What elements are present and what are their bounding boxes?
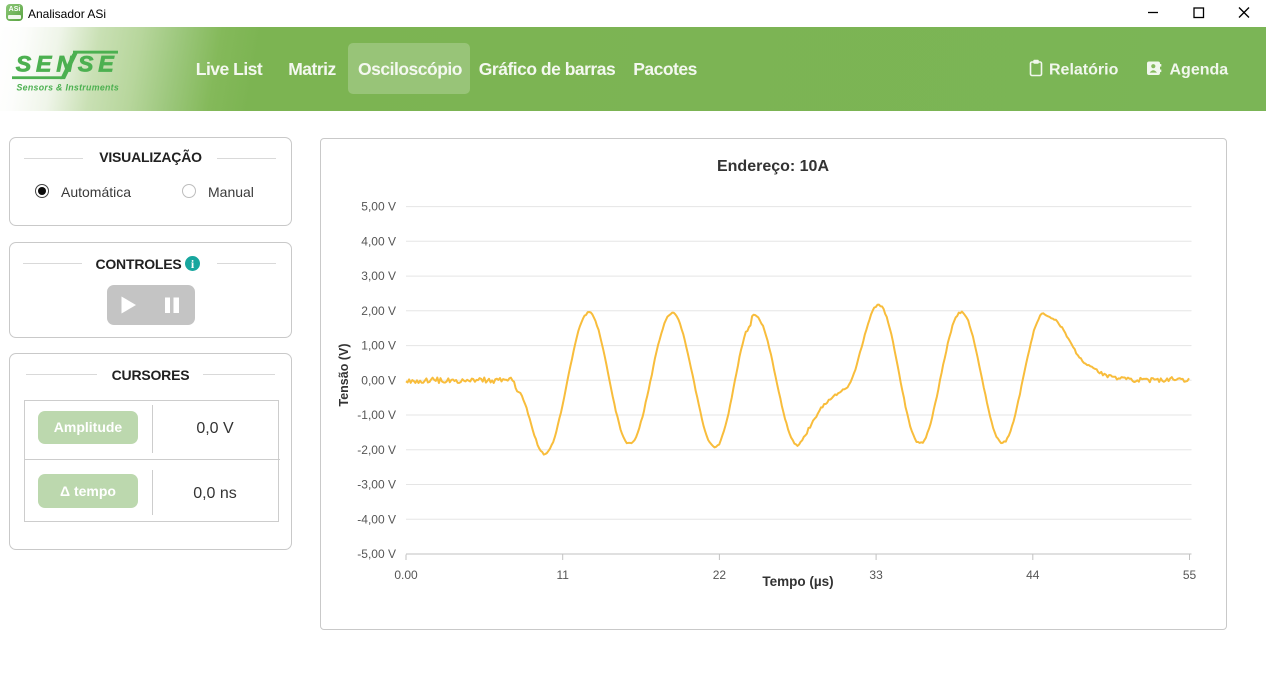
svg-text:3,00 V: 3,00 V — [361, 269, 396, 283]
svg-text:-2,00 V: -2,00 V — [357, 443, 396, 457]
svg-text:1,00 V: 1,00 V — [361, 339, 396, 353]
svg-text:Tensão (V): Tensão (V) — [337, 344, 351, 407]
svg-text:33: 33 — [869, 568, 883, 582]
svg-text:Relatório: Relatório — [1049, 62, 1119, 79]
svg-text:11: 11 — [556, 568, 569, 582]
svg-text:Agenda: Agenda — [1170, 62, 1229, 79]
svg-text:55: 55 — [1183, 568, 1197, 582]
svg-text:Tempo (µs): Tempo (µs) — [762, 574, 833, 589]
svg-text:5,00 V: 5,00 V — [361, 200, 396, 214]
svg-text:-4,00 V: -4,00 V — [357, 512, 396, 526]
svg-text:4,00 V: 4,00 V — [361, 234, 396, 248]
svg-text:Sensors & Instruments: Sensors & Instruments — [17, 82, 120, 92]
svg-text:Endereço: 10A: Endereço: 10A — [717, 158, 829, 175]
svg-text:-3,00 V: -3,00 V — [357, 478, 396, 492]
svg-text:0,00 V: 0,00 V — [361, 373, 396, 387]
svg-text:-5,00 V: -5,00 V — [357, 547, 396, 561]
svg-text:0.00: 0.00 — [394, 568, 418, 582]
svg-text:22: 22 — [713, 568, 727, 582]
svg-text:2,00 V: 2,00 V — [361, 304, 396, 318]
svg-text:-1,00 V: -1,00 V — [357, 408, 396, 422]
svg-text:44: 44 — [1026, 568, 1040, 582]
